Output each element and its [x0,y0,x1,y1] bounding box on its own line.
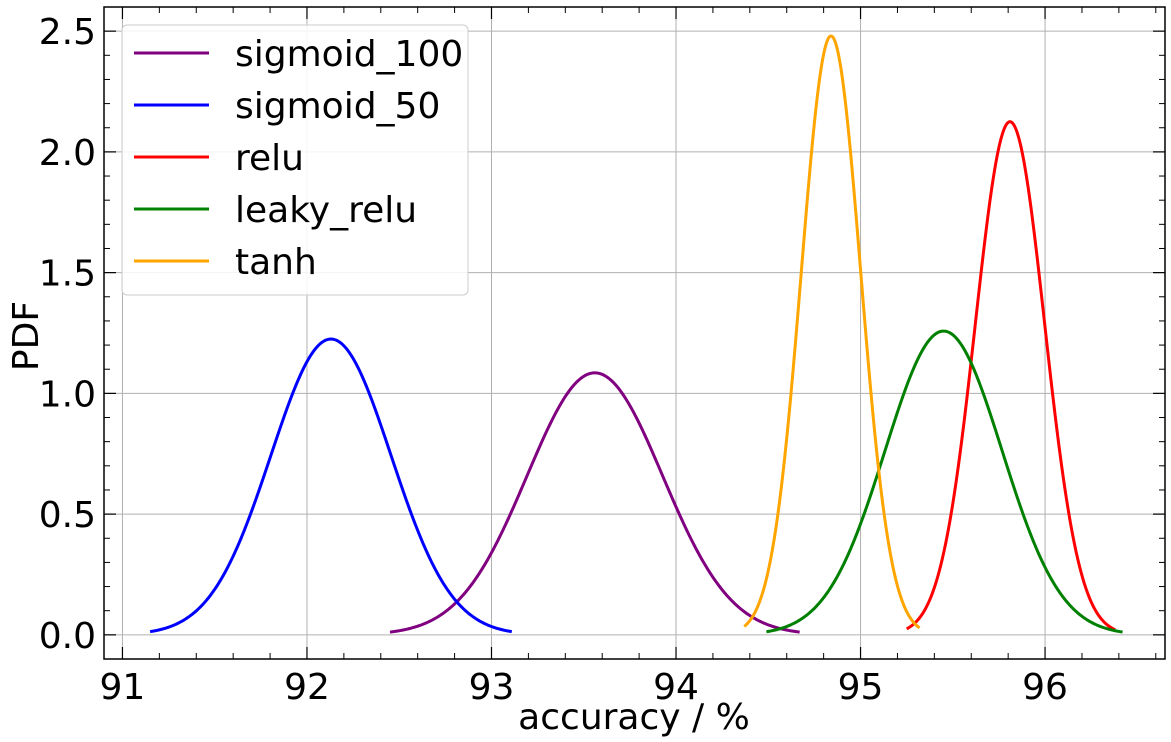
y-tick-label: 1.0 [39,374,96,415]
y-tick-label: 0.0 [39,616,96,657]
x-tick-label: 94 [653,667,699,708]
series-line-sigmoid-100 [389,371,800,634]
series-line-tanh [743,34,921,630]
legend-box [121,24,469,296]
plot-frame [103,6,1166,660]
legend-label-leaky-relu: leaky_relu [235,190,417,231]
y-tick-label: 1.5 [39,254,96,295]
series-curves [149,34,1123,634]
x-axis-title: accuracy / % [518,697,750,738]
x-tick-label: 96 [1022,667,1068,708]
ticks [104,6,1165,659]
legend-label-tanh: tanh [235,242,317,283]
legend-label-sigmoid-50: sigmoid_50 [235,86,440,127]
x-tick-label: 92 [284,667,330,708]
series-line-sigmoid-50 [149,337,513,634]
y-tick-label: 2.5 [39,12,96,53]
y-axis-title: PDF [6,301,47,371]
tick-labels: 91 92 93 94 95 96 0.0 0.5 1.0 1.5 2.0 2.5 [39,12,1068,708]
y-tick-label: 2.0 [39,133,96,174]
x-tick-label: 93 [469,667,515,708]
y-tick-label: 0.5 [39,495,96,536]
legend-label-sigmoid-100: sigmoid_100 [235,34,463,75]
series-line-leaky-relu [766,329,1123,634]
series-line-relu [905,120,1116,632]
legend-label-relu: relu [235,138,304,179]
x-tick-label: 91 [100,667,146,708]
x-tick-label: 95 [838,667,884,708]
